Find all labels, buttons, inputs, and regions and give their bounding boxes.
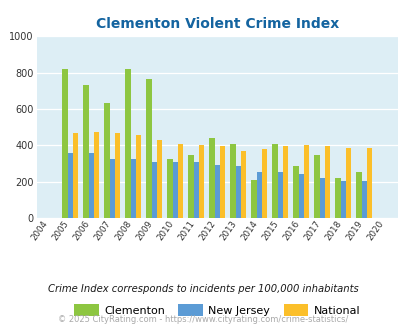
Bar	[340, 181, 345, 218]
Bar	[115, 133, 120, 218]
Bar	[272, 144, 277, 218]
Bar	[130, 159, 135, 218]
Bar	[125, 69, 130, 218]
Bar	[214, 165, 219, 218]
Bar	[298, 174, 303, 218]
Bar	[62, 69, 67, 218]
Bar	[67, 153, 72, 218]
Bar	[146, 79, 151, 218]
Bar	[177, 144, 183, 218]
Bar	[193, 162, 198, 218]
Bar	[256, 172, 261, 218]
Bar	[94, 132, 99, 218]
Bar	[366, 148, 371, 218]
Bar	[156, 140, 162, 218]
Title: Clementon Violent Crime Index: Clementon Violent Crime Index	[95, 17, 338, 31]
Bar	[282, 146, 288, 218]
Bar	[251, 180, 256, 218]
Bar	[88, 153, 94, 218]
Bar	[109, 159, 115, 218]
Bar	[104, 103, 109, 218]
Bar	[135, 135, 141, 218]
Bar	[335, 178, 340, 218]
Bar	[230, 144, 235, 218]
Bar	[167, 159, 172, 218]
Bar	[313, 155, 319, 218]
Text: Crime Index corresponds to incidents per 100,000 inhabitants: Crime Index corresponds to incidents per…	[47, 284, 358, 294]
Bar	[345, 148, 350, 218]
Bar	[209, 138, 214, 218]
Bar	[83, 85, 88, 218]
Bar	[240, 150, 245, 218]
Bar	[219, 146, 224, 218]
Bar	[356, 172, 361, 218]
Bar	[277, 172, 282, 218]
Bar	[151, 162, 156, 218]
Bar	[303, 145, 308, 218]
Bar	[361, 181, 366, 218]
Legend: Clementon, New Jersey, National: Clementon, New Jersey, National	[70, 300, 364, 320]
Bar	[188, 155, 193, 218]
Bar	[72, 133, 78, 218]
Text: © 2025 CityRating.com - https://www.cityrating.com/crime-statistics/: © 2025 CityRating.com - https://www.city…	[58, 315, 347, 324]
Bar	[324, 146, 329, 218]
Bar	[261, 149, 266, 218]
Bar	[319, 178, 324, 218]
Bar	[172, 162, 177, 218]
Bar	[198, 145, 204, 218]
Bar	[235, 166, 240, 218]
Bar	[293, 166, 298, 218]
